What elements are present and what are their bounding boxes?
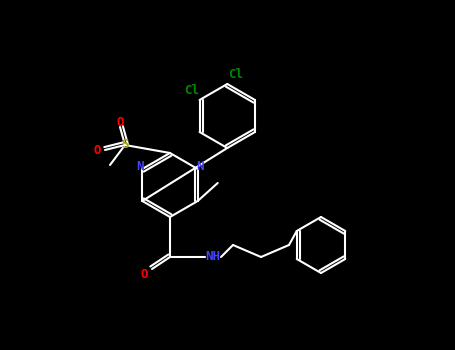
Text: NH: NH xyxy=(206,251,221,264)
Text: O: O xyxy=(140,267,148,280)
Text: Cl: Cl xyxy=(228,68,243,80)
Text: Cl: Cl xyxy=(184,84,199,97)
Text: N: N xyxy=(136,161,144,174)
Text: S: S xyxy=(121,139,129,152)
Text: O: O xyxy=(93,144,101,156)
Text: O: O xyxy=(116,116,124,128)
Text: N: N xyxy=(196,161,203,174)
